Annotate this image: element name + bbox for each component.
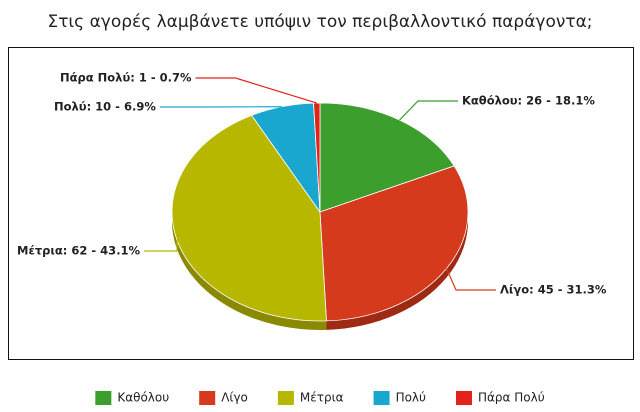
legend-label: Καθόλου [117, 391, 169, 405]
legend-label: Λίγο [221, 391, 248, 405]
leader-line [195, 77, 317, 104]
data-label: Πολύ: 10 - 6.9% [54, 100, 156, 114]
legend-label: Μέτρια [300, 391, 344, 405]
data-label: Πάρα Πολύ: 1 - 0.7% [60, 71, 192, 85]
data-label: Λίγο: 45 - 31.3% [500, 283, 607, 297]
legend-label: Πάρα Πολύ [478, 391, 545, 405]
legend-swatch [373, 391, 390, 405]
legend-swatch [277, 391, 294, 405]
leader-line [144, 240, 178, 252]
slice [319, 102, 455, 213]
chart-title: Στις αγορές λαμβάνετε υπόψιν τον περιβαλ… [47, 12, 592, 32]
legend-swatch [455, 391, 472, 405]
legend-label: Πολύ [396, 391, 426, 405]
leader-line [445, 268, 496, 291]
data-label: Καθόλου: 26 - 18.1% [462, 94, 595, 108]
slice [319, 165, 469, 322]
data-label: Μέτρια: 62 - 43.1% [17, 244, 141, 258]
legend-swatch [95, 391, 112, 405]
leader-line [399, 100, 458, 121]
legend-swatch [199, 391, 216, 405]
